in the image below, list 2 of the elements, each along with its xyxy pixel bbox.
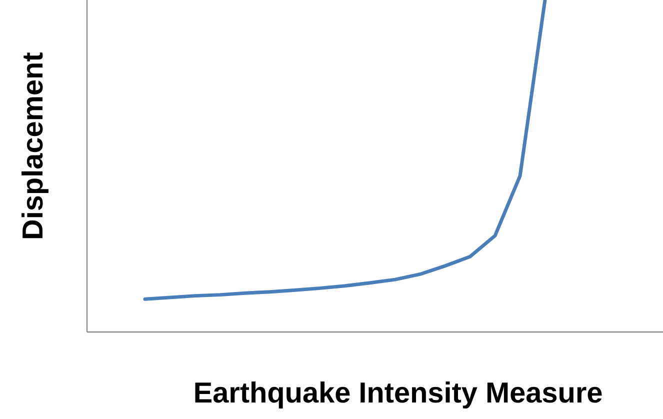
y-axis-title: Displacement bbox=[22, 52, 48, 238]
x-axis-title: Earthquake Intensity Measure bbox=[195, 382, 602, 408]
